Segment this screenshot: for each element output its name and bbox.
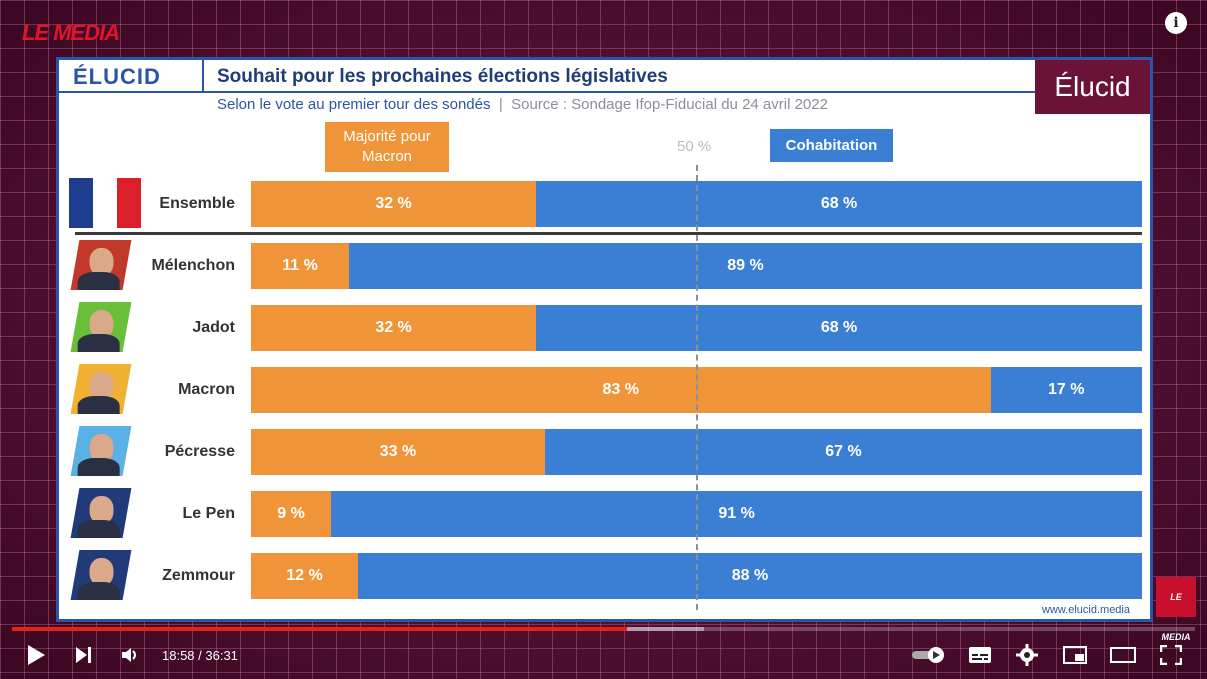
bar-cohabitation-segment: 17 % <box>990 367 1142 413</box>
brand-logo: ÉLUCID <box>59 60 204 93</box>
candidate-name: Zemmour <box>162 567 235 584</box>
legend-cohabitation: Cohabitation <box>770 129 893 162</box>
next-icon[interactable] <box>74 643 94 667</box>
chart-row: Macron 83 % 17 % <box>59 364 1150 414</box>
chart-row: Pécresse 33 % 67 % <box>59 426 1150 476</box>
france-flag-icon <box>69 178 141 228</box>
subtitle-separator: | <box>498 96 503 113</box>
bar-cohabitation-segment: 67 % <box>545 429 1142 475</box>
fifty-percent-line <box>696 165 698 610</box>
stacked-bar: 12 % 88 % <box>251 553 1142 599</box>
channel-logo: LE MEDIA <box>22 20 120 45</box>
volume-icon[interactable] <box>120 643 140 667</box>
stacked-bar: 33 % 67 % <box>251 429 1142 475</box>
subtitle-source: Source : Sondage Ifop-Fiducial du 24 avr… <box>511 96 828 113</box>
candidate-name: Ensemble <box>159 195 235 212</box>
theater-icon[interactable] <box>1110 643 1136 667</box>
subtitle-scope: Selon le vote au premier tour des sondés <box>217 96 491 113</box>
chart-subtitle: Selon le vote au premier tour des sondés… <box>217 96 828 113</box>
bar-majority-segment: 11 % <box>251 243 349 289</box>
stacked-bar: 32 % 68 % <box>251 305 1142 351</box>
ensemble-divider <box>75 232 1142 235</box>
settings-icon[interactable] <box>1016 643 1038 667</box>
chart-title: Souhait pour les prochaines élections lé… <box>217 66 668 87</box>
stacked-bar: 11 % 89 % <box>251 243 1142 289</box>
bar-cohabitation-segment: 91 % <box>331 491 1142 537</box>
chart-row: Jadot 32 % 68 % <box>59 302 1150 352</box>
bar-majority-segment: 12 % <box>251 553 358 599</box>
play-icon[interactable] <box>26 643 46 667</box>
stacked-bar: 32 % 68 % <box>251 181 1142 227</box>
time-display: 18:58 / 36:31 <box>162 648 238 663</box>
footer-url: www.elucid.media <box>1041 604 1130 616</box>
subtitles-icon[interactable] <box>968 643 992 667</box>
candidate-portrait <box>70 240 132 290</box>
bar-cohabitation-segment: 68 % <box>536 305 1142 351</box>
infographic-card: ÉLUCID Souhait pour les prochaines élect… <box>56 57 1153 622</box>
chart-row: Le Pen 9 % 91 % <box>59 488 1150 538</box>
candidate-name: Pécresse <box>164 443 235 460</box>
bar-cohabitation-segment: 88 % <box>357 553 1142 599</box>
stacked-bar: 83 % 17 % <box>251 367 1142 413</box>
info-icon[interactable]: i <box>1165 12 1187 34</box>
card-header: ÉLUCID Souhait pour les prochaines élect… <box>59 60 1150 93</box>
bar-cohabitation-segment: 68 % <box>536 181 1142 227</box>
elucid-badge: Élucid <box>1035 60 1150 114</box>
bar-majority-segment: 9 % <box>251 491 332 537</box>
chart-row: Zemmour 12 % 88 % <box>59 550 1150 600</box>
bar-cohabitation-segment: 89 % <box>349 243 1142 289</box>
chart-row: Ensemble 32 % 68 % <box>59 178 1150 228</box>
player-controls: 18:58 / 36:31 <box>0 633 1207 679</box>
fullscreen-icon[interactable] <box>1160 643 1182 667</box>
candidate-portrait <box>70 550 132 600</box>
miniplayer-icon[interactable] <box>1063 643 1087 667</box>
candidate-portrait <box>70 302 132 352</box>
candidate-portrait <box>70 488 132 538</box>
candidate-portrait <box>70 364 132 414</box>
candidate-name: Jadot <box>192 319 235 336</box>
chart-row: Mélenchon 11 % 89 % <box>59 240 1150 290</box>
candidate-name: Macron <box>178 381 235 398</box>
bar-majority-segment: 32 % <box>251 305 537 351</box>
progress-played <box>12 627 628 631</box>
bar-majority-segment: 32 % <box>251 181 537 227</box>
candidate-name: Mélenchon <box>151 257 235 274</box>
bar-majority-segment: 83 % <box>251 367 991 413</box>
legend-majority: Majorité pour Macron <box>325 122 449 172</box>
progress-bar[interactable] <box>12 627 1195 631</box>
bar-majority-segment: 33 % <box>251 429 546 475</box>
corner-channel-logo: LE MEDIA <box>1156 577 1196 642</box>
stacked-bar: 9 % 91 % <box>251 491 1142 537</box>
autoplay-toggle-icon[interactable] <box>910 643 948 667</box>
candidate-name: Le Pen <box>182 505 235 522</box>
legend-50-percent: 50 % <box>677 138 712 155</box>
candidate-portrait <box>70 426 132 476</box>
